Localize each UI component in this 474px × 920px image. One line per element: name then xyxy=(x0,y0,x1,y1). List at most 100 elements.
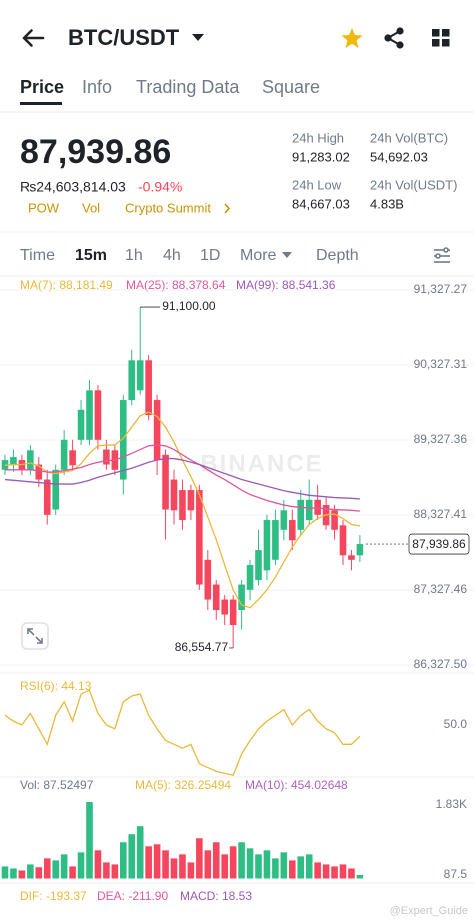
vol-legend: Vol: 87.52497 xyxy=(20,778,94,792)
stat-value: 54,692.03 xyxy=(370,149,428,164)
candle-body xyxy=(272,520,279,560)
interval[interactable]: 1h xyxy=(125,247,143,264)
ma-line xyxy=(4,457,360,500)
macd-legend: DEA: -211.90 xyxy=(97,889,168,903)
volume-bar xyxy=(204,850,212,879)
candle-body xyxy=(196,490,203,585)
candle-body xyxy=(86,390,93,440)
rsi-line xyxy=(4,689,361,777)
volume-bar xyxy=(43,858,51,879)
tag-chevron xyxy=(224,203,231,214)
candle-body xyxy=(331,510,338,530)
volume-bar xyxy=(77,852,85,879)
volume-bar xyxy=(280,852,288,879)
candle-body xyxy=(120,400,127,480)
y-tick-label: 1.83K xyxy=(436,797,467,811)
stat-value: 4.83B xyxy=(370,196,404,211)
volume-bar xyxy=(27,864,34,879)
volume-bar xyxy=(196,838,203,879)
pair-title[interactable]: BTC/USDT xyxy=(68,25,180,50)
candle-body xyxy=(60,439,68,470)
candle-body xyxy=(297,499,305,530)
candle-body xyxy=(128,360,136,401)
candle-body xyxy=(305,499,313,521)
tag[interactable]: POW xyxy=(28,200,60,215)
candle-body xyxy=(162,454,169,510)
grid-menu[interactable] xyxy=(432,29,450,47)
tab[interactable]: Price xyxy=(20,77,64,97)
volume-bar xyxy=(120,842,127,879)
interval[interactable]: 1D xyxy=(200,247,220,264)
volume-bar xyxy=(289,860,296,879)
candle-body xyxy=(35,464,43,480)
candle-body xyxy=(263,520,271,571)
interval[interactable]: Time xyxy=(20,247,55,264)
candle-body xyxy=(280,510,288,530)
candle-body xyxy=(136,360,144,391)
volume-bar xyxy=(212,842,220,879)
candle-body xyxy=(348,555,355,560)
candle-body xyxy=(246,565,254,590)
volume-bar xyxy=(18,870,26,879)
candle-body xyxy=(238,584,245,611)
candle-body xyxy=(69,450,76,466)
volume-bar xyxy=(153,844,161,879)
tab[interactable]: Info xyxy=(82,77,112,97)
candle-body xyxy=(289,520,296,541)
favorite-star[interactable] xyxy=(341,28,363,48)
stat-label: 24h Vol(BTC) xyxy=(370,130,448,145)
tag[interactable]: Crypto Summit xyxy=(125,200,211,215)
fullscreen-button[interactable] xyxy=(21,622,49,650)
tag[interactable]: Vol xyxy=(82,200,100,215)
tab[interactable]: Square xyxy=(262,77,320,97)
back-button[interactable] xyxy=(22,29,45,47)
volume-bar xyxy=(69,866,76,879)
interval[interactable]: Depth xyxy=(316,247,359,264)
vol-legend: MA(5): 326.25494 xyxy=(135,778,231,792)
volume-bar xyxy=(111,864,119,879)
candle-body xyxy=(94,390,102,440)
volume-bar xyxy=(128,834,136,879)
volume-bar xyxy=(136,826,144,879)
ma-legend: MA(99): 88,541.36 xyxy=(236,278,336,292)
candle-body xyxy=(314,499,321,515)
candle-body xyxy=(43,479,51,515)
y-tick-label: 87.5 xyxy=(444,867,468,881)
volume-bar xyxy=(162,850,169,879)
volume-bar xyxy=(339,864,347,879)
macd-legend: MACD: 18.53 xyxy=(180,889,252,903)
candle-body xyxy=(204,559,212,600)
pair-dropdown[interactable] xyxy=(192,34,204,41)
more-dropdown[interactable] xyxy=(282,252,292,258)
volume-bar xyxy=(221,854,228,879)
volume-bar xyxy=(322,864,330,879)
ma-legend: MA(7): 88,181.49 xyxy=(20,278,113,292)
y-tick-label: 88,327.41 xyxy=(414,507,468,521)
volume-bar xyxy=(229,846,237,879)
y-tick-label: 87,327.46 xyxy=(414,582,468,596)
volume-bar xyxy=(255,854,262,879)
stat-label: 24h Low xyxy=(292,177,342,192)
volume-bar xyxy=(179,854,186,879)
candle-body xyxy=(145,360,152,416)
candle-body xyxy=(212,584,220,611)
y-tick-label: 89,327.36 xyxy=(414,432,468,446)
share-button[interactable] xyxy=(384,27,404,49)
last-price-box xyxy=(408,533,470,555)
volume-bar xyxy=(145,846,152,879)
interval[interactable]: 15m xyxy=(75,247,107,264)
macd-legend: DIF: -193.37 xyxy=(20,889,87,903)
price-change: -0.94% xyxy=(138,179,182,195)
candle-body xyxy=(170,479,178,511)
y-tick-label: 86,327.50 xyxy=(414,657,468,671)
candle-body xyxy=(339,525,347,556)
interval[interactable]: More xyxy=(240,247,277,264)
tab[interactable]: Trading Data xyxy=(136,77,240,97)
credit: @Expert_Guide xyxy=(390,905,468,917)
volume-bar xyxy=(103,862,110,879)
chart-settings[interactable] xyxy=(434,247,450,263)
interval[interactable]: 4h xyxy=(163,247,181,264)
volume-bar xyxy=(10,868,17,879)
